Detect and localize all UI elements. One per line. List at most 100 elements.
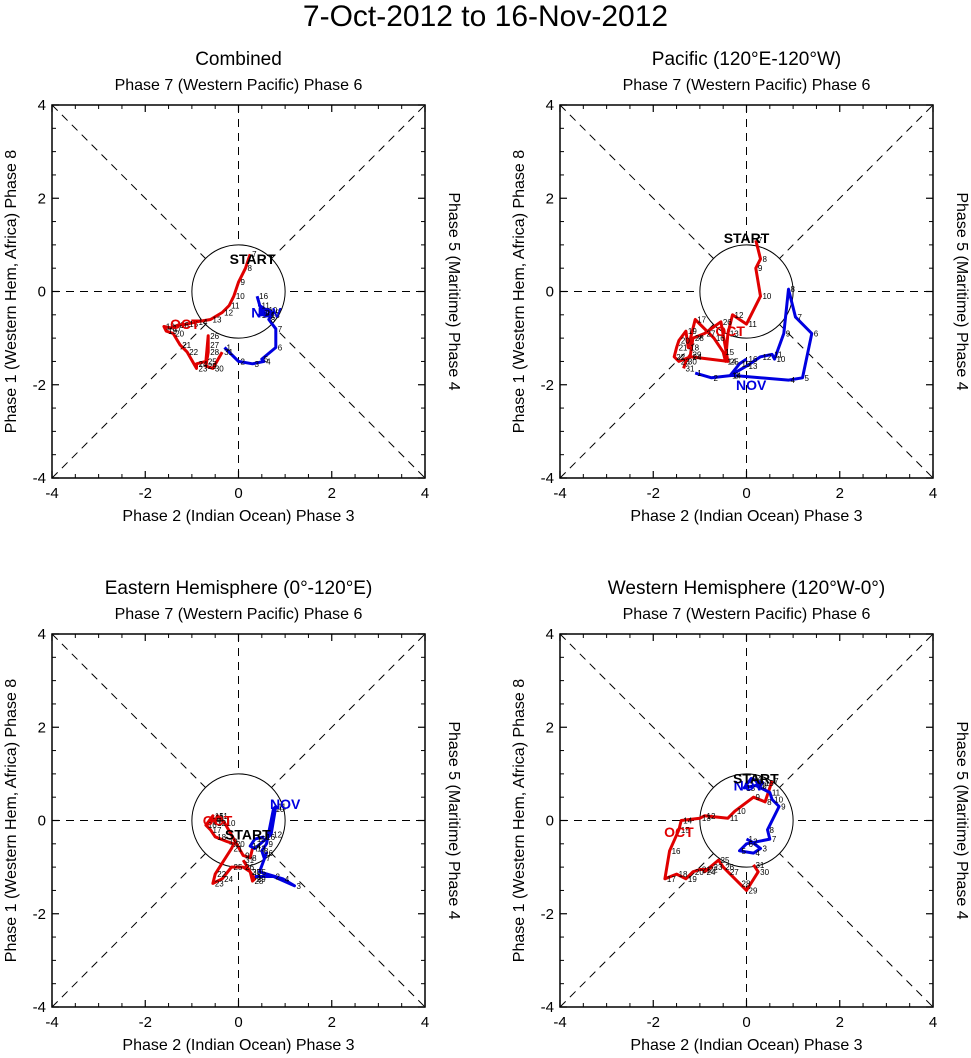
day-label: 25 [730,357,739,366]
panel-title: Eastern Hemisphere (0°-120°E) [105,578,373,599]
day-label: 31 [245,856,254,865]
day-label: 18 [166,322,175,331]
day-label: 9 [786,329,791,338]
top-phase-label: Phase 7 (Western Pacific) Phase 6 [115,606,363,623]
day-label: 22 [709,865,718,874]
day-label: 14 [753,775,762,784]
day-label: 8 [769,826,774,835]
start-label: START [724,230,770,246]
start-label: START [230,251,276,267]
day-label: 11 [261,301,270,310]
start-label: START [733,771,779,787]
panel-title: Combined [195,49,282,70]
day-label: 8 [264,847,269,856]
day-label: 11 [749,320,758,329]
day-label: 3 [296,882,301,891]
day-label: 17 [697,315,706,324]
diagonal-dashed-line [559,104,934,479]
left-phase-label: Phase 1 (Western Hem, Africa) Phase 8 [511,679,528,962]
day-label: 15 [189,320,198,329]
day-label: 6 [749,840,754,849]
bottom-phase-label: Phase 2 (Indian Ocean) Phase 3 [122,1037,354,1054]
day-label: 27 [210,341,219,350]
day-label: 31 [755,861,764,870]
y-tick-label: 2 [38,719,46,736]
right-phase-label: Phase 5 (Maritime) Phase 4 [445,721,462,919]
x-tick-label: -2 [139,1014,152,1031]
day-label: 29 [749,886,758,895]
day-label: 19 [168,327,177,336]
day-label: 6 [814,329,819,338]
day-label: 7 [774,777,779,786]
day-label: 6 [278,343,283,352]
day-label: 24 [224,875,233,884]
day-label: 29 [208,362,217,371]
y-tick-label: 2 [546,190,554,207]
x-tick-label: 0 [742,485,750,502]
day-label: 17 [667,875,676,884]
day-label: 16 [266,833,275,842]
day-label: 17 [173,324,182,333]
month-label-nov: NOV [734,778,765,794]
day-label: 26 [245,863,254,872]
bottom-phase-label: Phase 2 (Indian Ocean) Phase 3 [630,508,862,525]
y-tick-label: 4 [38,97,46,114]
x-tick-label: 4 [421,485,429,502]
day-label: 27 [707,329,716,338]
day-label: 9 [268,840,273,849]
y-tick-label: 0 [38,813,46,830]
day-label: 13 [215,814,224,823]
day-label: 30 [688,357,697,366]
series-line-nov [694,287,814,382]
day-label: 6 [268,849,273,858]
day-label: 29 [257,875,266,884]
x-tick-label: 4 [929,1014,937,1031]
day-label: 10 [776,355,785,364]
day-label: 7 [772,835,777,844]
day-label: 27 [252,868,261,877]
diagonal-dashed-line [51,104,426,479]
day-label: 19 [229,837,238,846]
day-label: 16 [180,321,189,330]
day-label: 10 [275,805,284,814]
diagonal-dashed-line [51,633,426,1008]
day-label: 9 [781,803,786,812]
day-label: 15 [257,835,266,844]
day-label: 13 [730,329,739,338]
x-tick-label: 4 [929,485,937,502]
day-label: 28 [695,334,704,343]
day-label: 16 [758,782,767,791]
day-label: 16 [749,355,758,364]
day-label: 14 [732,371,741,380]
left-phase-label: Phase 1 (Western Hem, Africa) Phase 8 [3,679,20,962]
day-label: 26 [723,318,732,327]
y-tick-label: 2 [38,190,46,207]
day-label: 4 [790,376,795,385]
day-label: 8 [271,315,276,324]
day-label: 14 [199,318,208,327]
diagonal-dashed-line [559,633,934,1008]
day-label: 12 [758,782,767,791]
day-label: 7 [266,854,271,863]
series-line-oct [204,814,257,885]
day-label: 14 [728,357,737,366]
month-label-oct: OCT [203,813,233,829]
x-tick-label: 4 [421,1014,429,1031]
month-label-nov: NOV [270,796,301,812]
day-label: 18 [679,870,688,879]
x-tick-label: 0 [234,1014,242,1031]
x-tick-label: -2 [139,485,152,502]
day-label: 14 [261,311,270,320]
x-tick-label: -2 [647,485,660,502]
series-line-oct [162,253,252,370]
day-label: 9 [758,264,763,273]
day-label: 25 [234,863,243,872]
x-tick-label: 2 [328,485,336,502]
day-label: 21 [182,341,191,350]
day-label: 13 [702,814,711,823]
diagonal-dashed-line [51,104,426,479]
day-label: 18 [690,343,699,352]
month-label-oct: OCT [170,316,200,332]
day-label: 13 [746,784,755,793]
